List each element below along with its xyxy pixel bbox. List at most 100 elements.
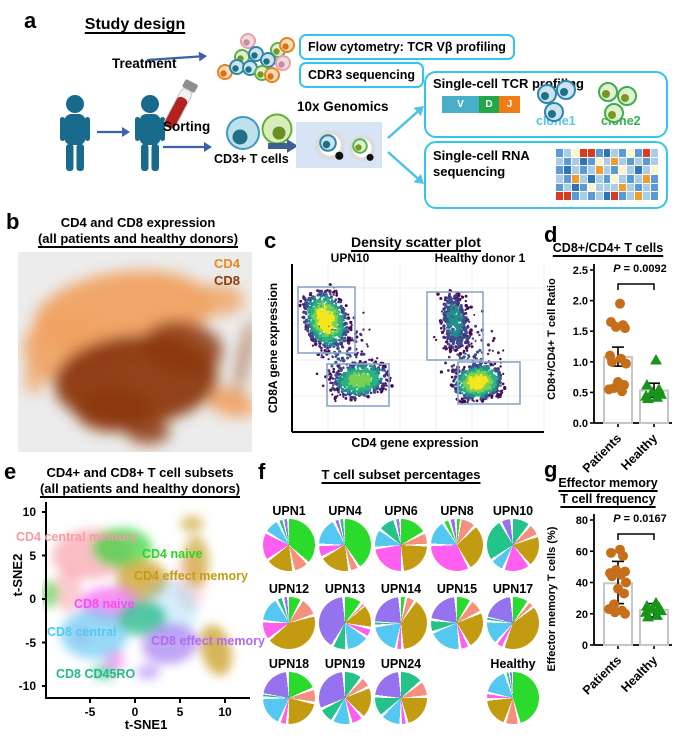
pie-label: UPN1 [272, 504, 306, 518]
panel-c-xlabel: CD4 gene expression [351, 436, 479, 450]
heatmap-cell [571, 183, 579, 192]
svg-text:20: 20 [576, 609, 588, 621]
heatmap-cell [563, 157, 571, 166]
pie-chart [487, 597, 539, 649]
heatmap-cell [579, 192, 587, 200]
heatmap-cell [619, 166, 627, 174]
tcr-d-segment: D [479, 96, 499, 113]
heatmap-cell [571, 149, 579, 157]
tenx-genomics-label: 10x Genomics [297, 99, 389, 114]
heatmap-cell [579, 149, 587, 157]
heatmap-cell [619, 183, 627, 192]
heatmap-cell [579, 183, 587, 192]
tsne1-tick: 10 [218, 705, 232, 719]
pie-chart [263, 597, 315, 649]
heatmap-cell [587, 149, 595, 157]
heatmap-cell [603, 149, 611, 157]
heatmap-cell [556, 183, 563, 192]
tcr-box-title: Single-cell TCR profiling [433, 76, 584, 91]
heatmap-cell [595, 174, 603, 183]
panel-d-label: d [544, 222, 558, 247]
svg-text:Healthy: Healthy [618, 653, 660, 695]
panel-b-label: b [6, 209, 20, 234]
heatmap-cell [651, 166, 658, 174]
heatmap-cell [635, 174, 643, 183]
rna-box-title-line1: Single-cell RNA [433, 148, 530, 163]
panel-g-title-line1: Effector memory [558, 476, 658, 490]
rna-heatmap [556, 149, 658, 200]
heatmap-cell [651, 192, 658, 200]
heatmap-cell [603, 183, 611, 192]
heatmap-cell [579, 157, 587, 166]
tsne1-tick: 0 [131, 705, 139, 719]
pie-label: UPN19 [324, 657, 366, 671]
cd4-cd8-tsne-plot: CD4 CD8 [18, 252, 252, 452]
panel-e-xlabel: t-SNE1 [124, 717, 168, 732]
heatmap-cell [643, 149, 651, 157]
heatmap-cell [611, 166, 619, 174]
heatmap-cell [643, 183, 651, 192]
svg-text:P = 0.0092: P = 0.0092 [613, 263, 667, 275]
svg-text:Patients: Patients [580, 653, 624, 697]
panel-g-ylabel: Effector memory T cells (%) [546, 526, 558, 672]
pie-chart [431, 597, 483, 649]
heatmap-cell [611, 192, 619, 200]
svg-text:P = 0.0167: P = 0.0167 [613, 513, 667, 525]
svg-text:2.5: 2.5 [573, 265, 588, 277]
heatmap-cell [556, 149, 563, 157]
svg-text:0.5: 0.5 [573, 387, 588, 399]
pie-chart [487, 519, 539, 571]
heatmap-cell [635, 183, 643, 192]
svg-text:0: 0 [582, 640, 588, 652]
panel-e-title-line1: CD4+ and CD8+ T cell subsets [46, 465, 234, 480]
panel-a-label: a [24, 8, 37, 33]
pie-label: UPN14 [380, 582, 422, 596]
svg-text:40: 40 [576, 578, 588, 590]
svg-text:1.0: 1.0 [573, 357, 588, 369]
tsne2-tick: -10 [18, 679, 36, 693]
pie-label: UPN15 [436, 582, 478, 596]
heatmap-cell [627, 192, 635, 200]
panel-g-label: g [544, 457, 558, 482]
heatmap-cell [603, 157, 611, 166]
heatmap-cell [563, 166, 571, 174]
heatmap-cell [571, 157, 579, 166]
heatmap-cell [635, 149, 643, 157]
panel-e-label: e [4, 459, 17, 484]
study-design-graphics [60, 33, 424, 184]
svg-text:80: 80 [576, 515, 588, 527]
heatmap-cell [651, 157, 658, 166]
legend-cd4: CD4 [213, 256, 240, 271]
svg-text:0.0: 0.0 [573, 418, 588, 430]
pie-label: UPN6 [384, 504, 418, 518]
tsne-subsets-plot [42, 502, 250, 703]
heatmap-cell [619, 149, 627, 157]
heatmap-cell [603, 192, 611, 200]
cluster-label: CD8 CD45RO [56, 667, 136, 681]
heatmap-cell [587, 166, 595, 174]
heatmap-cell [595, 192, 603, 200]
cd3-t-cells-label: CD3+ T cells [214, 152, 289, 166]
tsne2-tick: 0 [29, 592, 36, 606]
pie-label: UPN13 [324, 582, 366, 596]
rna-box-title-line2: sequencing [433, 164, 506, 179]
heatmap-cell [627, 174, 635, 183]
pie-chart [431, 519, 483, 571]
heatmap-cell [619, 174, 627, 183]
pie-label: UPN10 [492, 504, 534, 518]
heatmap-cell [611, 174, 619, 183]
pie-chart [375, 672, 427, 724]
heatmap-cell [603, 166, 611, 174]
svg-text:Healthy: Healthy [618, 431, 660, 473]
panel-f-title: T cell subset percentages [321, 467, 481, 482]
heatmap-cell [556, 192, 563, 200]
heatmap-cell [619, 157, 627, 166]
pie-label: Healthy [490, 657, 536, 671]
cluster-label: CD8 naive [74, 597, 135, 611]
heatmap-cell [643, 192, 651, 200]
panel-g-title-line2: T cell frequency [560, 492, 656, 506]
heatmap-cell [571, 192, 579, 200]
cd4-cd8-tsne-blobs [23, 270, 252, 444]
pie-label: UPN24 [380, 657, 422, 671]
heatmap-cell [587, 174, 595, 183]
